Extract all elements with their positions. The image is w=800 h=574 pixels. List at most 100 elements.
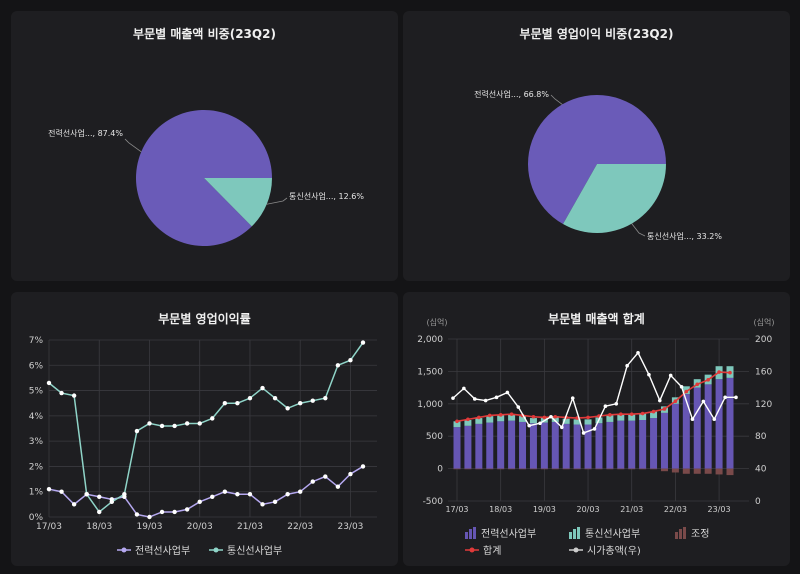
- bar-adjust: [595, 468, 603, 470]
- data-point: [272, 395, 278, 401]
- profit-share-pie: 전력선사업..., 66.8% 통신선사업..., 33.2%: [474, 89, 722, 241]
- bar-power: [497, 421, 505, 469]
- bar-telecom: [573, 419, 581, 425]
- sales-share-pie: 전력선사업..., 87.4% 통신선사업..., 12.6%: [48, 110, 364, 246]
- legend-label: 조정: [691, 529, 710, 540]
- y-left-tick-label: 2,000: [417, 335, 443, 345]
- legend-item-adjust[interactable]: 조정: [675, 525, 709, 540]
- market-cap-point: [581, 431, 586, 435]
- bar-telecom: [639, 413, 647, 420]
- x-tick-label: 21/03: [237, 522, 263, 532]
- pie-slice: [528, 95, 666, 225]
- total-point: [586, 415, 590, 420]
- total-point: [706, 378, 710, 382]
- market-cap-point: [603, 404, 608, 409]
- bar-telecom: [486, 416, 494, 423]
- bar-adjust: [453, 468, 461, 470]
- market-cap-point: [462, 386, 466, 391]
- profit-share-panel: 부문별 영업이익 비중(23Q2) 전력선사업..., 66.8% 통신선사업..…: [403, 11, 790, 281]
- bar-power: [529, 423, 537, 469]
- x-tick-label: 23/03: [708, 505, 731, 514]
- bar-power: [639, 420, 647, 469]
- y-right-unit: (십억): [754, 317, 775, 327]
- market-cap-point: [592, 427, 597, 431]
- legend-label: 합계: [483, 546, 502, 557]
- total-point: [509, 412, 514, 416]
- bar-power: [508, 420, 516, 469]
- pie-label-leader: [124, 138, 142, 153]
- market-cap-point: [647, 372, 651, 377]
- bar-power: [573, 424, 581, 469]
- bar-telecom: [650, 411, 658, 419]
- data-point: [222, 489, 228, 494]
- data-point: [46, 380, 52, 386]
- data-point: [260, 385, 265, 391]
- y-tick-label: 2%: [29, 462, 44, 472]
- bar-power: [704, 384, 712, 469]
- data-point: [260, 502, 265, 507]
- data-point: [360, 464, 366, 469]
- market-cap-point: [734, 395, 738, 400]
- market-cap-point: [723, 395, 727, 400]
- bar-adjust: [497, 468, 505, 470]
- y-tick-label: 5%: [29, 387, 44, 397]
- bar-telecom: [464, 420, 472, 426]
- data-point: [197, 421, 202, 426]
- pie-slice: [563, 164, 666, 234]
- sales-total-panel: 부문별 매출액 합계 -500 0 500 1,000 1,500 2,000 0 40 80 1…: [403, 292, 790, 566]
- y-right-tick-label: 200: [755, 335, 772, 345]
- bar-power: [650, 418, 658, 469]
- data-point: [348, 471, 353, 477]
- chart-title: 부문별 매출액 합계: [548, 312, 645, 326]
- data-point: [235, 492, 240, 497]
- market-cap-point: [472, 397, 477, 401]
- bar-power: [617, 420, 625, 469]
- bar-adjust: [508, 468, 516, 470]
- market-cap-point: [701, 399, 706, 404]
- legend-item-power[interactable]: 전력선사업부: [117, 542, 190, 557]
- legend-item-total[interactable]: 합계: [465, 542, 501, 557]
- total-point: [477, 415, 481, 420]
- bar-adjust: [660, 468, 668, 472]
- data-point: [210, 494, 215, 499]
- data-point: [97, 509, 102, 515]
- legend-bar-icon: [569, 526, 580, 539]
- bar-telecom: [519, 416, 527, 422]
- bar-telecom: [606, 415, 614, 422]
- data-point: [335, 363, 341, 368]
- pie-label-leader: [631, 223, 646, 237]
- market-cap-point: [712, 417, 717, 421]
- total-point: [487, 413, 492, 418]
- bar-power: [715, 379, 723, 469]
- legend-item-telecom[interactable]: 통신선사업부: [209, 542, 282, 557]
- y-left-tick-label: 1,500: [417, 367, 443, 377]
- data-point: [97, 494, 102, 499]
- bar-telecom: [551, 416, 559, 422]
- y-left-tick-label: -500: [423, 497, 444, 507]
- data-point: [159, 423, 165, 429]
- legend-line-marker-icon: [209, 547, 223, 552]
- sales-share-panel: 부문별 매출액 비중(23Q2) 전력선사업..., 87.4% 통신선사업...…: [11, 11, 398, 281]
- pie-label-leader: [550, 94, 563, 105]
- bar-adjust: [464, 468, 472, 470]
- bar-adjust: [715, 468, 723, 475]
- chart-title: 부문별 영업이익률: [158, 312, 251, 326]
- bar-adjust: [671, 468, 679, 473]
- y-right-tick-label: 40: [755, 465, 767, 475]
- market-cap-point: [527, 423, 531, 428]
- x-tick-label: 18/03: [489, 505, 512, 514]
- total-point: [673, 399, 678, 404]
- bar-adjust: [529, 468, 537, 470]
- pie-label: 전력선사업..., 87.4%: [48, 128, 123, 138]
- x-tick-label: 20/03: [187, 522, 213, 532]
- legend-item-telecom[interactable]: 통신선사업부: [569, 525, 640, 540]
- total-point: [498, 413, 503, 417]
- total-point: [640, 411, 645, 416]
- y-left-tick-label: 500: [426, 432, 443, 442]
- legend-item-market-cap[interactable]: 시가총액(우): [569, 542, 641, 557]
- pie-slice: [204, 178, 272, 227]
- legend-item-power[interactable]: 전력선사업부: [465, 525, 536, 540]
- market-cap-point: [679, 384, 684, 389]
- bar-telecom: [497, 414, 505, 422]
- data-point: [323, 474, 328, 479]
